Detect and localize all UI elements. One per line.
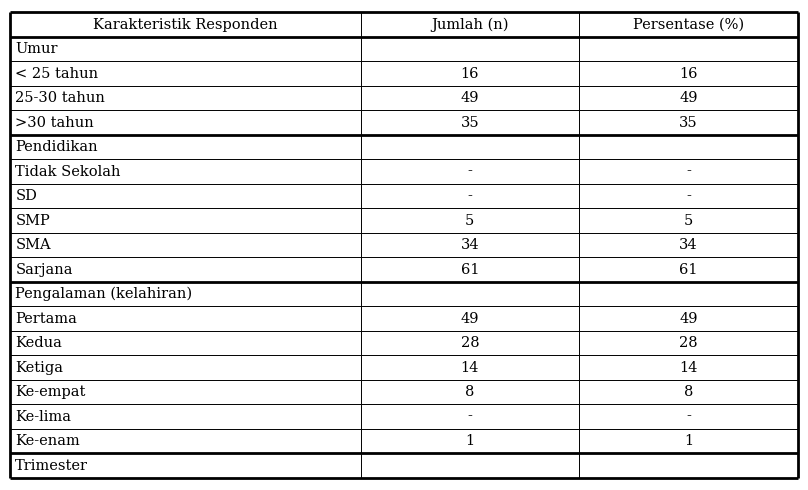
Text: 8: 8 [465,385,474,399]
Text: Jumlah (n): Jumlah (n) [431,17,508,32]
Text: SMA: SMA [15,238,51,252]
Text: Ke-enam: Ke-enam [15,434,80,448]
Text: 16: 16 [680,67,698,80]
Text: Tidak Sekolah: Tidak Sekolah [15,165,121,178]
Text: 49: 49 [461,312,479,325]
Text: SMP: SMP [15,214,50,227]
Text: -: - [686,165,691,178]
Text: 49: 49 [680,312,698,325]
Text: Karakteristik Responden: Karakteristik Responden [93,18,277,31]
Text: < 25 tahun: < 25 tahun [15,67,99,80]
Text: 1: 1 [465,434,474,448]
Text: >30 tahun: >30 tahun [15,116,94,129]
Text: Kedua: Kedua [15,336,62,350]
Text: 14: 14 [461,361,479,374]
Text: Pertama: Pertama [15,312,78,325]
Text: Ke-lima: Ke-lima [15,410,71,423]
Text: 61: 61 [461,263,479,276]
Text: 49: 49 [461,91,479,105]
Text: Ketiga: Ketiga [15,361,63,374]
Text: Trimester: Trimester [15,459,88,472]
Text: -: - [467,410,473,423]
Text: Ke-empat: Ke-empat [15,385,86,399]
Text: 5: 5 [465,214,474,227]
Text: 61: 61 [680,263,698,276]
Text: 28: 28 [461,336,479,350]
Text: Sarjana: Sarjana [15,263,73,276]
Text: Pengalaman (kelahiran): Pengalaman (kelahiran) [15,287,192,301]
Text: -: - [686,410,691,423]
Text: 8: 8 [684,385,693,399]
Text: 14: 14 [680,361,698,374]
Text: Persentase (%): Persentase (%) [633,18,744,31]
Text: -: - [467,165,473,178]
Text: -: - [467,189,473,203]
Text: 16: 16 [461,67,479,80]
Text: 35: 35 [461,116,479,129]
Text: 49: 49 [680,91,698,105]
Text: SD: SD [15,189,37,203]
Text: 34: 34 [680,238,698,252]
Text: Umur: Umur [15,42,58,56]
Text: 35: 35 [680,116,698,129]
Text: 34: 34 [461,238,479,252]
Text: 25-30 tahun: 25-30 tahun [15,91,105,105]
Text: 1: 1 [684,434,693,448]
Text: Pendidikan: Pendidikan [15,140,98,154]
Text: 28: 28 [680,336,698,350]
Text: -: - [686,189,691,203]
Text: 5: 5 [684,214,693,227]
